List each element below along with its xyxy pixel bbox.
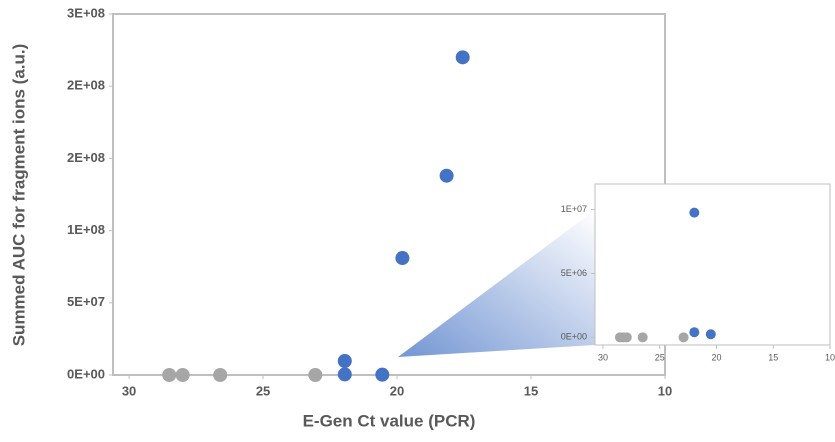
x-tick-label: 30: [598, 352, 608, 362]
y-tick-label: 3E+08: [67, 5, 105, 20]
x-tick-label: 20: [711, 352, 721, 362]
y-tick-label: 2E+08: [67, 150, 105, 165]
data-point: [689, 327, 700, 338]
x-tick-label: 15: [524, 383, 538, 398]
y-tick-label: 5E+06: [561, 268, 587, 278]
x-tick-label: 25: [655, 352, 665, 362]
x-tick-label: 20: [390, 383, 404, 398]
y-tick-label: 0E+00: [561, 332, 587, 342]
y-tick-label: 0E+00: [67, 366, 105, 381]
data-point: [705, 329, 716, 340]
data-point: [439, 168, 454, 183]
data-point: [455, 50, 470, 65]
y-tick-label: 1E+07: [561, 204, 587, 214]
y-tick-label: 1E+08: [67, 222, 105, 237]
y-tick-label: 2E+08: [67, 78, 105, 93]
data-point: [375, 367, 390, 382]
data-point: [637, 332, 648, 343]
inset-frame: [594, 183, 831, 346]
data-point: [689, 207, 700, 218]
x-tick-label: 25: [256, 383, 270, 398]
x-tick-label: 10: [658, 383, 672, 398]
x-tick-label: 10: [825, 352, 835, 362]
data-point: [175, 368, 190, 382]
data-point: [337, 367, 352, 382]
data-point: [162, 368, 177, 382]
y-tick-label: 5E+07: [67, 294, 105, 309]
data-point: [621, 332, 632, 343]
data-point: [678, 332, 689, 343]
x-tick-label: 15: [768, 352, 778, 362]
data-point: [395, 251, 410, 266]
data-point: [337, 353, 352, 368]
x-tick-label: 30: [122, 383, 136, 398]
data-point: [213, 368, 228, 382]
data-point: [308, 368, 323, 382]
y-axis-label: Summed AUC for fragment ions (a.u.): [9, 44, 28, 347]
x-axis-label: E-Gen Ct value (PCR): [303, 411, 476, 430]
zoom-wedge: [398, 210, 595, 357]
